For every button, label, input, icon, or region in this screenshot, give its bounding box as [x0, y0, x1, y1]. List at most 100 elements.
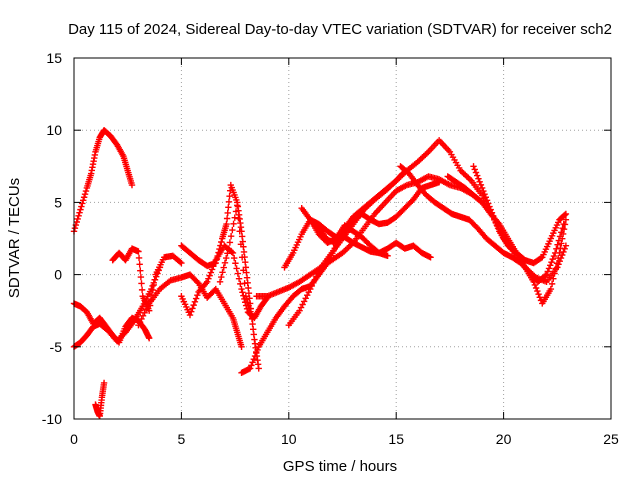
data-point [194, 292, 201, 299]
data-point [530, 278, 537, 286]
data-point [241, 280, 248, 287]
data-point [535, 290, 542, 298]
data-point [542, 272, 549, 279]
data-point [228, 248, 235, 256]
data-point [224, 250, 231, 257]
data-point [485, 200, 492, 207]
series-arc-2 [92, 379, 108, 420]
x-axis-label: GPS time / hours [283, 458, 397, 475]
data-point [78, 203, 85, 210]
data-point [559, 235, 566, 242]
data-point [249, 314, 256, 322]
y-axis-label: SDTVAR / TECUs [6, 178, 23, 298]
x-tick-label: 10 [281, 431, 297, 447]
data-point [178, 259, 185, 267]
x-tick-label: 15 [388, 431, 404, 447]
data-point [242, 293, 250, 300]
x-tick-label: 0 [70, 431, 78, 447]
data-point [238, 285, 245, 293]
data-point [216, 245, 223, 253]
data-point [77, 206, 84, 213]
data-point [253, 349, 260, 357]
data-point [561, 221, 569, 228]
data-point [435, 178, 443, 186]
data-point [80, 197, 87, 204]
data-point [547, 285, 555, 293]
data-point [137, 267, 144, 274]
data-point [225, 204, 232, 211]
data-point [493, 221, 501, 229]
data-point [548, 259, 555, 266]
data-point [559, 230, 567, 238]
data-point [552, 265, 559, 272]
data-point [562, 216, 570, 223]
data-point [384, 252, 391, 260]
series-arc-6 [135, 271, 245, 350]
data-point [176, 258, 184, 266]
data-point [550, 275, 557, 282]
y-tick-label: 15 [46, 50, 62, 66]
data-point [544, 268, 551, 275]
data-point [225, 198, 233, 205]
data-point [249, 359, 256, 366]
data-point [81, 190, 89, 198]
data-point [226, 239, 234, 246]
data-point [225, 245, 232, 252]
data-point [532, 284, 540, 292]
data-point [145, 307, 153, 314]
data-point [191, 298, 199, 306]
y-tick-label: 5 [54, 194, 62, 210]
data-point [551, 270, 558, 277]
data-point [80, 194, 88, 201]
data-point [149, 286, 157, 294]
data-point [128, 181, 136, 189]
data-point [477, 181, 485, 189]
data-point [235, 275, 243, 282]
data-point [71, 224, 79, 232]
data-point [229, 249, 237, 257]
data-point [531, 281, 539, 289]
data-point [481, 190, 488, 198]
data-point [76, 209, 83, 216]
data-point [537, 254, 545, 262]
data-point [230, 220, 237, 228]
series-arc-18 [470, 163, 570, 267]
data-point [138, 286, 146, 294]
data-point [543, 271, 550, 278]
data-point [73, 218, 80, 226]
data-point [556, 249, 563, 257]
data-point [244, 299, 251, 306]
data-point [218, 273, 225, 281]
data-point [212, 259, 219, 267]
chart-title: Day 115 of 2024, Sidereal Day-to-day VTE… [68, 21, 612, 38]
data-point [237, 241, 245, 248]
data-point [216, 278, 224, 286]
data-point [239, 289, 246, 296]
data-point [207, 269, 215, 276]
grid-lines [74, 58, 611, 419]
data-point [138, 280, 145, 287]
data-point [233, 265, 240, 272]
data-point [100, 379, 108, 387]
axis-ticks: 0 5 10 15 20 25 -10 -5 0 5 10 15 [42, 50, 619, 447]
data-point [135, 248, 142, 255]
data-point [488, 209, 496, 216]
data-point [232, 260, 239, 267]
data-point [248, 311, 255, 319]
data-point [220, 264, 227, 271]
data-point [549, 255, 556, 263]
data-point [135, 254, 143, 262]
data-point [250, 355, 258, 363]
data-point [206, 272, 213, 279]
data-point [217, 242, 224, 249]
data-point [534, 287, 541, 295]
data-point [190, 301, 197, 309]
data-point [215, 249, 222, 256]
data-point [221, 259, 229, 267]
x-tick-label: 5 [178, 431, 186, 447]
data-point [75, 212, 82, 220]
data-point [227, 233, 235, 240]
data-point [213, 256, 220, 263]
data-point [218, 238, 225, 246]
y-tick-label: 10 [46, 122, 62, 138]
